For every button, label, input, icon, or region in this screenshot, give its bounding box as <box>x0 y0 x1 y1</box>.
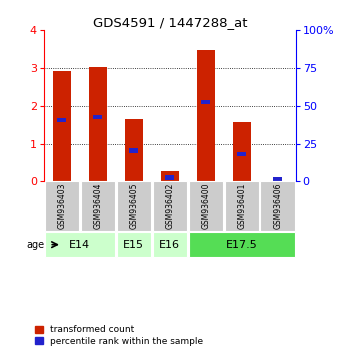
Text: E17.5: E17.5 <box>226 240 258 250</box>
Bar <box>129 148 138 153</box>
Bar <box>161 171 179 181</box>
Text: GSM936400: GSM936400 <box>201 183 210 229</box>
Bar <box>125 119 143 181</box>
Bar <box>93 115 102 119</box>
Bar <box>224 181 259 231</box>
Bar <box>189 181 223 231</box>
Bar <box>81 181 115 231</box>
Text: GSM936404: GSM936404 <box>93 183 102 229</box>
Legend: transformed count, percentile rank within the sample: transformed count, percentile rank withi… <box>35 325 203 346</box>
Text: GSM936406: GSM936406 <box>273 183 282 229</box>
Bar <box>261 181 295 231</box>
Bar <box>152 232 187 257</box>
Bar <box>117 232 151 257</box>
Bar <box>53 71 71 181</box>
Bar <box>57 118 67 122</box>
Text: age: age <box>27 240 45 250</box>
Title: GDS4591 / 1447288_at: GDS4591 / 1447288_at <box>93 16 247 29</box>
Bar <box>117 181 151 231</box>
Text: E15: E15 <box>123 240 144 250</box>
Bar <box>233 122 251 181</box>
Text: E14: E14 <box>69 240 91 250</box>
Text: GSM936402: GSM936402 <box>165 183 174 229</box>
Bar <box>45 232 115 257</box>
Bar <box>237 152 246 156</box>
Bar <box>45 181 79 231</box>
Text: GSM936401: GSM936401 <box>237 183 246 229</box>
Text: GSM936405: GSM936405 <box>129 183 138 229</box>
Bar <box>165 175 174 180</box>
Bar <box>152 181 187 231</box>
Bar <box>189 232 295 257</box>
Bar <box>201 100 210 104</box>
Text: E16: E16 <box>159 240 180 250</box>
Bar <box>197 50 215 181</box>
Bar <box>89 67 107 181</box>
Bar <box>273 177 282 182</box>
Text: GSM936403: GSM936403 <box>57 183 67 229</box>
